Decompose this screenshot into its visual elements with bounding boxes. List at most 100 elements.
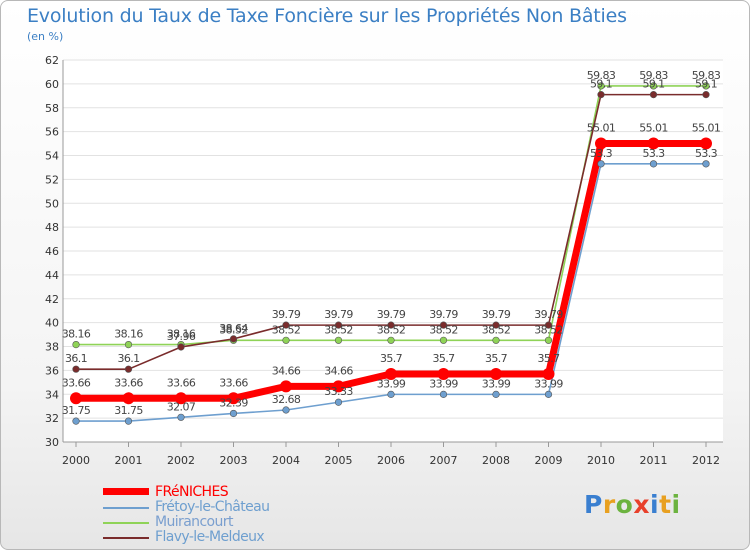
data-label-muirancourt: 59.83 xyxy=(639,69,668,82)
data-point-flavy xyxy=(334,321,343,329)
data-point-muirancourt xyxy=(282,336,290,344)
y-tick-label: 36 xyxy=(45,364,59,377)
data-label-muirancourt: 38.16 xyxy=(167,328,196,341)
data-label-fretoy: 33.99 xyxy=(377,377,406,390)
data-point-muirancourt xyxy=(387,336,395,344)
data-label-freniches: 35.7 xyxy=(485,352,508,365)
data-point-flavy xyxy=(649,91,658,99)
y-tick-label: 52 xyxy=(45,173,59,186)
data-label-muirancourt: 38.52 xyxy=(482,323,511,336)
x-tick-label: 2001 xyxy=(115,454,143,467)
data-point-freniches xyxy=(332,380,345,393)
data-point-freniches xyxy=(175,392,187,405)
data-label-fretoy: 33.33 xyxy=(324,385,353,398)
x-tick-label: 2012 xyxy=(692,454,720,467)
data-label-fretoy: 33.99 xyxy=(534,377,563,390)
data-label-fretoy: 32.68 xyxy=(272,393,301,406)
data-point-fretoy xyxy=(229,409,238,418)
data-label-flavy: 39.79 xyxy=(272,308,301,321)
data-point-fretoy xyxy=(387,390,395,398)
x-tick-label: 2007 xyxy=(430,454,458,467)
data-label-muirancourt: 38.52 xyxy=(429,323,458,336)
data-point-flavy xyxy=(597,91,605,99)
data-point-fretoy xyxy=(334,398,343,406)
y-tick-label: 44 xyxy=(45,269,59,282)
data-label-flavy: 59.1 xyxy=(590,78,612,91)
y-tick-label: 62 xyxy=(45,54,59,67)
data-label-freniches: 35.7 xyxy=(432,352,455,365)
data-label-flavy: 59.1 xyxy=(642,78,664,91)
chart-title: Evolution du Taux de Taxe Foncière sur l… xyxy=(27,5,627,27)
data-point-fretoy xyxy=(282,406,290,414)
data-point-muirancourt xyxy=(544,336,553,344)
data-label-flavy: 39.79 xyxy=(534,308,563,321)
data-label-fretoy: 53.3 xyxy=(590,147,613,160)
x-tick-label: 2004 xyxy=(272,454,300,467)
data-label-freniches: 33.66 xyxy=(114,376,143,389)
data-point-fretoy xyxy=(439,390,448,398)
data-point-fretoy xyxy=(177,413,185,421)
data-point-freniches xyxy=(437,367,450,380)
data-label-fretoy: 31.75 xyxy=(114,404,143,417)
data-label-muirancourt: 38.16 xyxy=(114,328,143,341)
data-label-fretoy: 33.99 xyxy=(482,377,511,390)
logo-letter: o xyxy=(615,490,634,519)
data-point-freniches xyxy=(647,137,660,150)
data-label-flavy: 37.96 xyxy=(167,330,196,343)
data-label-freniches: 34.66 xyxy=(272,364,301,377)
data-label-freniches: 55.01 xyxy=(587,121,616,134)
data-label-flavy: 36.1 xyxy=(65,352,87,365)
data-point-flavy xyxy=(229,335,238,343)
y-tick-label: 46 xyxy=(45,245,59,258)
logo-letter: P xyxy=(584,490,603,519)
data-label-flavy: 39.79 xyxy=(324,308,353,321)
data-label-muirancourt: 38.52 xyxy=(377,323,406,336)
data-point-freniches xyxy=(280,380,292,393)
data-point-freniches xyxy=(700,137,712,150)
x-tick-label: 2011 xyxy=(640,454,668,467)
data-label-fretoy: 33.99 xyxy=(429,377,458,390)
data-label-freniches: 33.66 xyxy=(219,376,248,389)
logo-letter: t xyxy=(659,490,672,519)
data-point-freniches xyxy=(70,392,82,405)
legend-label: FRéNICHES xyxy=(155,484,229,500)
data-point-freniches xyxy=(595,137,607,150)
legend-swatch xyxy=(103,537,149,539)
y-tick-label: 40 xyxy=(45,317,59,330)
y-tick-label: 60 xyxy=(45,78,59,91)
x-tick-label: 2006 xyxy=(377,454,405,467)
data-label-muirancourt: 59.83 xyxy=(692,69,721,82)
data-label-flavy: 38.64 xyxy=(219,322,248,335)
x-tick-label: 2008 xyxy=(482,454,510,467)
data-point-fretoy xyxy=(649,160,658,168)
data-label-freniches: 35.7 xyxy=(380,352,403,365)
data-point-flavy xyxy=(702,91,710,99)
data-label-muirancourt: 59.83 xyxy=(587,69,616,82)
x-tick-label: 2003 xyxy=(220,454,248,467)
data-point-muirancourt xyxy=(72,340,80,349)
x-tick-label: 2005 xyxy=(325,454,353,467)
data-point-freniches xyxy=(490,367,502,380)
data-point-flavy xyxy=(282,321,290,329)
data-label-muirancourt: 38.52 xyxy=(272,323,301,336)
unit-label: (en %) xyxy=(27,30,64,43)
y-tick-label: 48 xyxy=(45,221,59,234)
data-label-fretoy: 53.3 xyxy=(642,147,665,160)
data-point-flavy xyxy=(439,321,448,329)
data-label-fretoy: 32.07 xyxy=(167,400,196,413)
legend-label: Muirancourt xyxy=(155,514,233,530)
data-label-flavy: 59.1 xyxy=(695,78,717,91)
y-tick-label: 30 xyxy=(45,436,59,449)
data-label-freniches: 55.01 xyxy=(692,121,721,134)
data-label-muirancourt: 38.52 xyxy=(324,323,353,336)
data-point-muirancourt xyxy=(597,82,605,90)
data-point-flavy xyxy=(177,343,185,351)
y-tick-label: 38 xyxy=(45,341,59,354)
data-point-flavy xyxy=(124,365,133,373)
data-label-flavy: 39.79 xyxy=(377,308,406,321)
data-label-muirancourt: 38.52 xyxy=(219,323,248,336)
y-tick-label: 50 xyxy=(45,197,59,210)
data-label-freniches: 33.66 xyxy=(167,376,196,389)
y-tick-label: 34 xyxy=(45,388,59,401)
